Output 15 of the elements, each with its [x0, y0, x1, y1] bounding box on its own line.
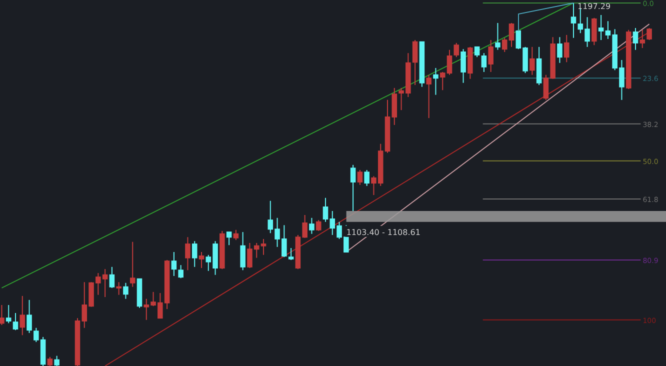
candlestick [171, 252, 177, 276]
candlestick [557, 36, 562, 64]
candlestick [488, 40, 494, 72]
candlestick [433, 67, 438, 96]
candlestick [640, 29, 646, 49]
candlestick [598, 14, 604, 41]
candlestick [530, 46, 535, 76]
candlestick [570, 2, 576, 38]
annotation: 1103.40 - 1108.61 [346, 228, 420, 237]
candlestick [260, 238, 266, 256]
candlestick [564, 34, 570, 63]
annotation: 1197.29 [578, 2, 611, 11]
candlestick [116, 282, 122, 296]
candlestick [185, 236, 190, 271]
candlestick [20, 295, 26, 336]
